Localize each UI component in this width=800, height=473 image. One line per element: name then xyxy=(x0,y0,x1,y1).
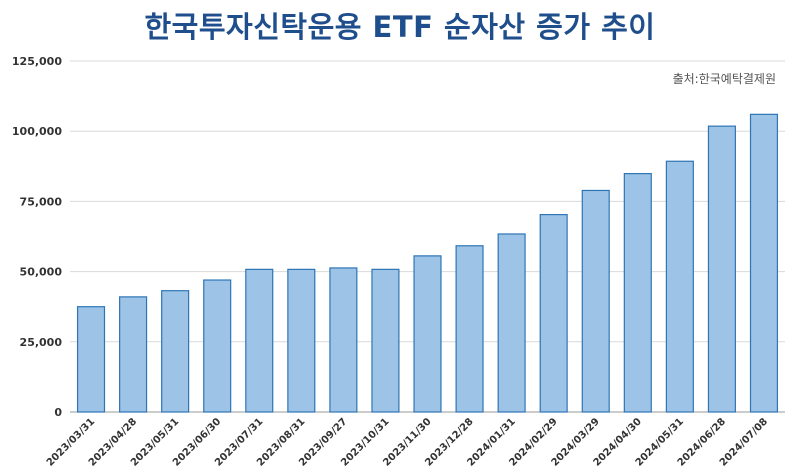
y-tick-label: 0 xyxy=(54,406,62,419)
bar xyxy=(371,268,400,413)
bar xyxy=(287,268,316,413)
bar xyxy=(76,306,106,413)
bar xyxy=(665,160,694,413)
bar xyxy=(497,233,526,413)
bar xyxy=(623,173,652,413)
bar xyxy=(203,279,232,413)
source-note: 출처:한국예탁결제원 xyxy=(672,72,776,86)
bar xyxy=(455,245,484,413)
y-tick-label: 100,000 xyxy=(12,125,62,138)
bar xyxy=(413,255,442,413)
y-tick-label: 75,000 xyxy=(20,195,63,208)
bar xyxy=(707,125,736,413)
y-tick-label: 50,000 xyxy=(20,266,63,279)
bar xyxy=(119,296,148,413)
bar xyxy=(161,290,190,413)
bar xyxy=(539,213,568,413)
chart-title: 한국투자신탁운용 ETF 순자산 증가 추이 xyxy=(144,10,656,44)
bar xyxy=(329,267,358,413)
bar xyxy=(245,268,274,413)
y-tick-label: 25,000 xyxy=(20,336,63,349)
bar xyxy=(749,113,779,413)
bar xyxy=(581,189,610,413)
y-tick-label: 125,000 xyxy=(12,55,62,68)
